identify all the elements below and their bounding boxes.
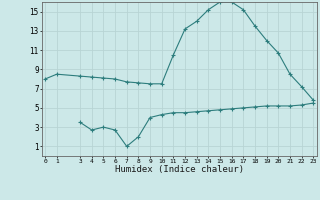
X-axis label: Humidex (Indice chaleur): Humidex (Indice chaleur)	[115, 165, 244, 174]
